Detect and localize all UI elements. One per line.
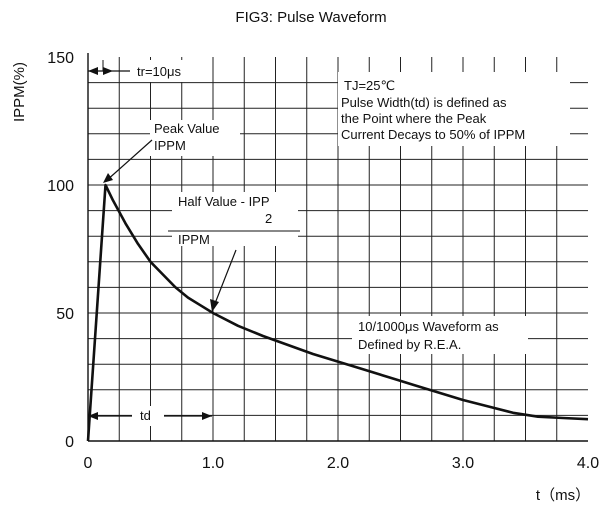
tr-annotation: tr=10μs <box>88 60 208 82</box>
waveform-note-line-2: Defined by R.E.A. <box>358 337 461 352</box>
tj-note-line-1: TJ=25℃ <box>344 78 395 93</box>
waveform-note-line-1: 10/1000μs Waveform as <box>358 319 499 334</box>
tj-note-line-3: the Point where the Peak <box>341 111 487 126</box>
x-tick-label: 3.0 <box>452 455 474 472</box>
tr-label: tr=10μs <box>137 64 181 79</box>
tj-note-line-2: Pulse Width(td) is defined as <box>341 95 507 110</box>
half-value-annotation: Half Value - IPP 2 IPPM <box>168 192 300 312</box>
x-tick-label: 2.0 <box>327 455 349 472</box>
half-label-line-1: Half Value - IPP <box>178 194 270 209</box>
y-axis-label: IPPM(%) <box>11 62 28 122</box>
tr-arrow-right-icon <box>103 67 113 75</box>
tj-note-annotation: TJ=25℃ Pulse Width(td) is defined as the… <box>338 72 570 146</box>
peak-pointer-line <box>106 140 152 181</box>
y-tick-label: 50 <box>56 306 74 323</box>
chart-title: FIG3: Pulse Waveform <box>235 9 386 26</box>
waveform-note-annotation: 10/1000μs Waveform as Defined by R.E.A. <box>352 316 528 354</box>
half-pointer-arrow-icon <box>210 299 219 312</box>
tr-arrow-left-icon <box>88 67 98 75</box>
half-label-line-2: IPPM <box>178 232 210 247</box>
peak-pointer-arrow-icon <box>103 173 113 183</box>
peak-label-line-1: Peak Value <box>154 121 220 136</box>
td-label: td <box>140 408 151 423</box>
td-arrow-right-icon <box>202 412 212 420</box>
x-tick-label: 0 <box>84 455 93 472</box>
half-pointer-line <box>214 250 236 306</box>
x-tick-label: 4.0 <box>577 455 599 472</box>
y-tick-label: 0 <box>65 434 74 451</box>
x-tick-label: 1.0 <box>202 455 224 472</box>
peak-annotation: Peak Value IPPM <box>103 120 240 183</box>
y-tick-label: 150 <box>47 50 74 67</box>
tj-note-line-4: Current Decays to 50% of IPPM <box>341 127 525 142</box>
half-label-subscript: 2 <box>265 211 272 226</box>
peak-label-line-2: IPPM <box>154 138 186 153</box>
x-axis-label: t（ms） <box>536 487 590 504</box>
td-annotation: td <box>88 406 212 426</box>
y-tick-label: 100 <box>47 178 74 195</box>
